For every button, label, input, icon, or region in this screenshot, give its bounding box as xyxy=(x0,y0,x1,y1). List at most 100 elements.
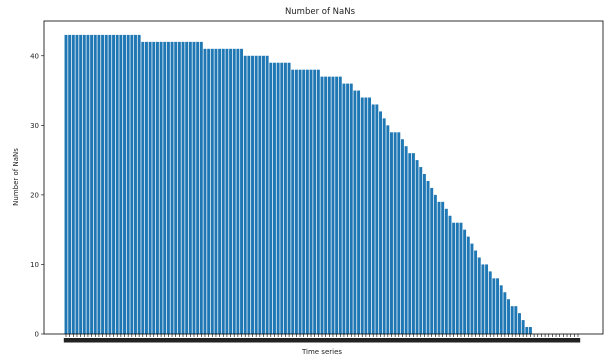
x-tick-label-mark xyxy=(524,338,529,343)
x-tick-label-mark xyxy=(425,338,431,343)
x-tick-label-mark xyxy=(93,338,98,343)
bar xyxy=(525,327,529,334)
x-tick-label-mark xyxy=(381,338,387,343)
x-tick-label-mark xyxy=(528,338,533,343)
bar xyxy=(382,118,386,334)
x-tick-label-mark xyxy=(290,338,295,343)
x-tick-label-mark xyxy=(312,338,317,343)
x-tick-label-mark xyxy=(283,338,288,343)
x-tick-label-mark xyxy=(568,338,573,343)
bar xyxy=(104,34,108,334)
x-tick-label-mark xyxy=(147,338,153,343)
bar xyxy=(236,48,240,334)
bar xyxy=(174,41,178,335)
bar xyxy=(309,69,313,334)
x-tick-label-mark xyxy=(557,338,562,343)
bar xyxy=(148,41,152,335)
bar xyxy=(240,48,244,334)
bar xyxy=(444,208,448,334)
bar xyxy=(97,34,101,334)
x-tick-label-mark xyxy=(264,338,270,343)
bar xyxy=(247,55,251,334)
bar xyxy=(137,34,141,334)
bar xyxy=(371,104,375,334)
x-tick-label-mark xyxy=(371,338,376,343)
x-tick-label-mark xyxy=(104,338,109,343)
bar xyxy=(112,34,116,334)
x-tick-label-mark xyxy=(217,338,222,343)
bar xyxy=(499,285,503,334)
bar xyxy=(192,41,196,335)
bar xyxy=(349,83,353,334)
x-tick-label-mark xyxy=(279,338,284,343)
x-tick-label-mark xyxy=(477,338,482,343)
bar xyxy=(379,111,382,334)
bar xyxy=(404,146,408,334)
bar xyxy=(455,222,459,334)
bar xyxy=(265,55,269,334)
x-tick-label-mark xyxy=(517,338,522,343)
x-tick-label-mark xyxy=(418,338,423,343)
bar xyxy=(119,34,123,334)
x-tick-label-mark xyxy=(451,338,456,343)
x-tick-label-mark xyxy=(499,338,504,343)
x-tick-label-mark xyxy=(122,338,127,343)
bar xyxy=(477,257,481,334)
x-tick-label-mark xyxy=(488,338,493,343)
x-tick-label-mark xyxy=(319,338,325,343)
x-tick-label-mark xyxy=(67,338,72,343)
bar xyxy=(188,41,192,335)
bar xyxy=(408,153,412,334)
x-tick-label-mark xyxy=(195,338,200,343)
x-tick-label-mark xyxy=(352,338,358,343)
bar xyxy=(452,222,456,334)
bar xyxy=(71,34,75,334)
bar xyxy=(411,153,415,334)
bar xyxy=(437,201,441,334)
x-tick-label-mark xyxy=(144,338,149,343)
x-tick-label-mark xyxy=(564,338,570,343)
bar xyxy=(82,34,86,334)
bar xyxy=(130,34,134,334)
x-tick-label-mark xyxy=(100,338,105,343)
bar xyxy=(485,264,489,334)
x-tick-label-mark xyxy=(323,338,328,343)
x-tick-label-mark xyxy=(495,338,500,343)
x-tick-label-mark xyxy=(133,338,138,343)
x-tick-label-mark xyxy=(440,338,445,343)
bar xyxy=(316,69,320,334)
x-tick-label-mark xyxy=(155,338,160,343)
bar xyxy=(510,306,514,334)
x-tick-label-mark xyxy=(180,338,186,343)
x-tick-label-mark xyxy=(221,338,226,343)
bar xyxy=(466,236,470,334)
x-tick-label-mark xyxy=(513,338,519,343)
bar xyxy=(503,292,507,334)
x-tick-label-mark xyxy=(330,338,336,343)
x-tick-label-mark xyxy=(173,338,178,343)
x-tick-label-mark xyxy=(82,338,87,343)
bar xyxy=(360,97,364,334)
bar xyxy=(283,62,287,334)
bar xyxy=(229,48,233,334)
bar xyxy=(302,69,306,334)
bar xyxy=(163,41,167,335)
x-tick-label-mark xyxy=(433,338,438,343)
y-tick-label: 20 xyxy=(30,191,39,199)
x-tick-label-mark xyxy=(356,338,361,343)
bar xyxy=(335,76,339,334)
x-tick-label-mark xyxy=(191,338,197,343)
x-tick-label-mark xyxy=(316,338,321,343)
y-tick-label: 30 xyxy=(30,122,39,130)
y-tick-label: 40 xyxy=(30,52,39,60)
x-tick-label-mark xyxy=(447,338,453,343)
x-tick-label-mark xyxy=(246,338,252,343)
x-tick-label-mark xyxy=(213,338,219,343)
x-tick-label-mark xyxy=(553,338,559,343)
x-tick-label-mark xyxy=(111,338,116,343)
bar xyxy=(327,76,331,334)
bar xyxy=(448,215,452,334)
bar xyxy=(305,69,309,334)
x-tick-label-mark xyxy=(484,338,489,343)
x-ticks-group xyxy=(63,334,581,343)
